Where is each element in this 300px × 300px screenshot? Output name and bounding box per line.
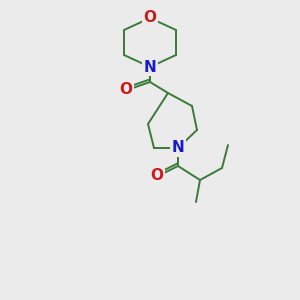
Text: N: N [172,140,184,155]
Text: N: N [144,59,156,74]
Text: O: O [119,82,133,98]
Text: O: O [143,11,157,26]
Text: O: O [151,169,164,184]
